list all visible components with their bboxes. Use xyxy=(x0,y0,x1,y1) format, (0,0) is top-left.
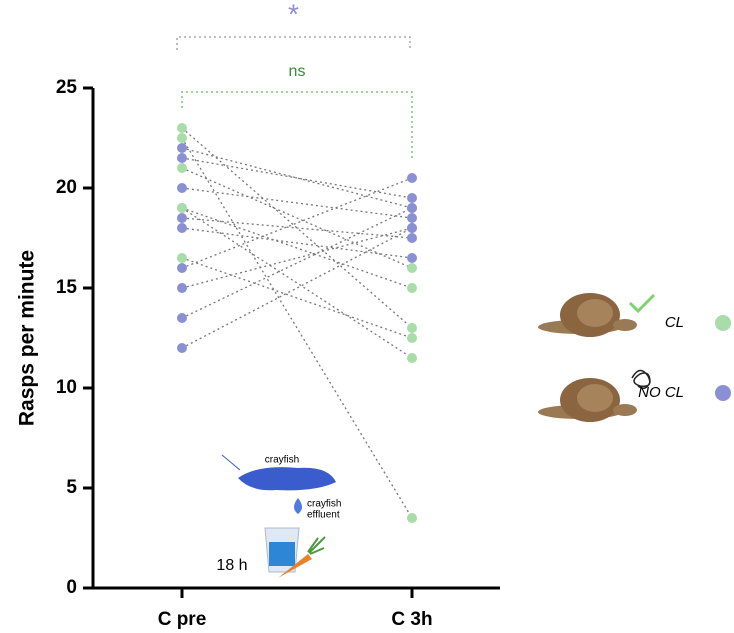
data-point xyxy=(407,283,417,293)
significance-label: ns xyxy=(289,63,306,80)
legend-label: CL xyxy=(665,314,684,331)
significance-bracket xyxy=(181,91,413,158)
legend-marker xyxy=(715,385,731,401)
data-point xyxy=(177,203,187,213)
inset-text: crayfish xyxy=(265,455,299,466)
data-point xyxy=(177,253,187,263)
inset-text: 18 h xyxy=(216,557,247,574)
pair-line xyxy=(181,187,413,219)
pair-line xyxy=(181,257,413,339)
x-tick-label: C 3h xyxy=(391,609,432,630)
legend-label: NO CL xyxy=(638,384,684,401)
data-point xyxy=(407,323,417,333)
data-point xyxy=(407,223,417,233)
y-tick-label: 5 xyxy=(66,477,77,498)
pair-line xyxy=(181,227,413,259)
data-point xyxy=(177,223,187,233)
data-point xyxy=(177,283,187,293)
significance-label: * xyxy=(288,0,299,29)
data-point xyxy=(177,163,187,173)
inset-text: crayfish xyxy=(307,499,341,510)
data-point xyxy=(407,253,417,263)
y-axis-label: Rasps per minute xyxy=(16,250,39,426)
legend-marker xyxy=(715,315,731,331)
data-point xyxy=(407,213,417,223)
data-point xyxy=(177,133,187,143)
data-point xyxy=(407,233,417,243)
data-point xyxy=(177,153,187,163)
pair-line xyxy=(181,227,413,349)
data-point xyxy=(177,213,187,223)
y-tick-label: 25 xyxy=(56,77,78,98)
snail-icons xyxy=(538,293,656,422)
data-point xyxy=(407,263,417,273)
pair-line xyxy=(181,177,413,269)
data-point xyxy=(177,183,187,193)
data-point xyxy=(177,343,187,353)
inset-text: effluent xyxy=(307,510,340,521)
data-point xyxy=(177,313,187,323)
data-point xyxy=(407,333,417,343)
data-point xyxy=(407,203,417,213)
y-tick-label: 0 xyxy=(66,577,77,598)
y-tick-label: 20 xyxy=(56,177,77,198)
pair-line xyxy=(181,137,413,519)
pair-line xyxy=(181,207,413,359)
data-point xyxy=(177,263,187,273)
data-point xyxy=(407,353,417,363)
significance-bracket xyxy=(176,36,411,50)
x-tick-label: C pre xyxy=(158,609,207,630)
pair-line xyxy=(181,207,413,319)
data-point xyxy=(177,143,187,153)
inset-illustration xyxy=(221,454,336,578)
pair-line xyxy=(181,167,413,269)
pair-line xyxy=(181,127,413,329)
data-point xyxy=(407,513,417,523)
data-point xyxy=(407,193,417,203)
y-tick-label: 10 xyxy=(56,377,77,398)
pair-line xyxy=(181,217,413,239)
data-point xyxy=(407,173,417,183)
pair-line xyxy=(181,227,413,289)
pair-line xyxy=(181,157,413,199)
data-point xyxy=(177,123,187,133)
pair-line xyxy=(181,207,413,289)
y-tick-label: 15 xyxy=(56,277,78,298)
